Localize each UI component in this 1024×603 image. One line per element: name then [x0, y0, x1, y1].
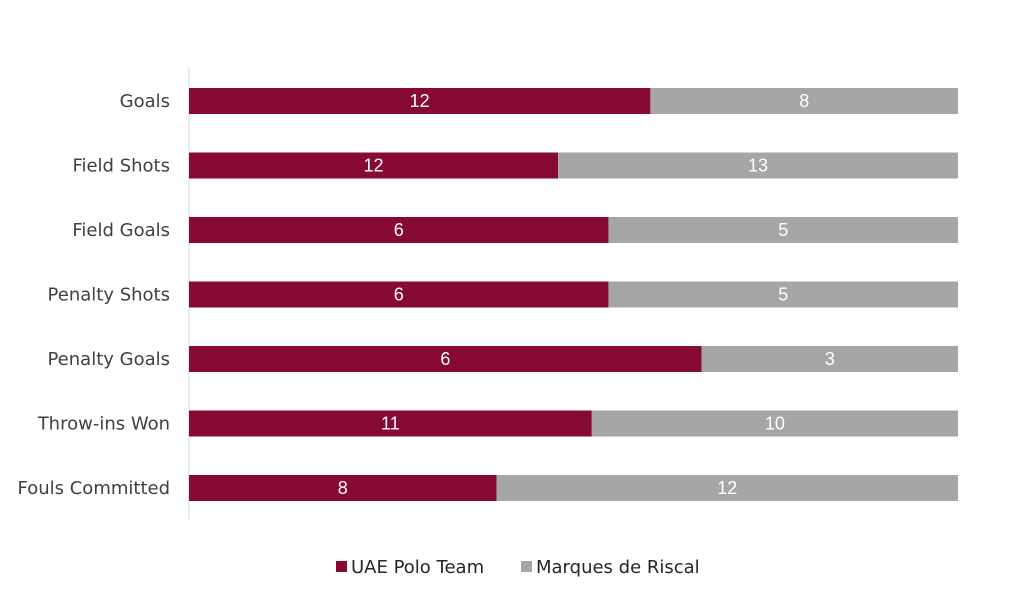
bar-uae-polo-team-goals: [189, 88, 651, 114]
data-label-marques-de-riscal-field-shots: 13: [748, 156, 768, 176]
legend-label-uae-polo-team: UAE Polo Team: [351, 557, 484, 578]
bar-uae-polo-team-field-goals: [189, 217, 609, 243]
data-label-uae-polo-team-field-shots: 12: [364, 156, 384, 176]
legend-swatch-marques-de-riscal: [521, 561, 532, 572]
bar-marques-de-riscal-field-shots: [558, 152, 958, 179]
bar-uae-polo-team-fouls-committed: [189, 475, 497, 501]
data-label-marques-de-riscal-goals: 8: [799, 91, 809, 111]
category-label-goals: Goals: [120, 91, 170, 112]
category-label-field-goals: Field Goals: [72, 220, 170, 241]
data-label-uae-polo-team-penalty-goals: 6: [440, 349, 450, 369]
data-label-uae-polo-team-throw-ins-won: 11: [381, 414, 400, 434]
data-label-marques-de-riscal-field-goals: 5: [778, 220, 788, 240]
category-label-penalty-goals: Penalty Goals: [47, 349, 170, 370]
data-label-uae-polo-team-field-goals: 6: [394, 220, 404, 240]
bar-marques-de-riscal-penalty-goals: [701, 346, 958, 372]
legend-label-marques-de-riscal: Marques de Riscal: [536, 557, 700, 578]
bar-marques-de-riscal-fouls-committed: [496, 475, 958, 501]
legend-swatch-uae-polo-team: [336, 561, 347, 572]
data-label-uae-polo-team-penalty-shots: 6: [394, 285, 404, 305]
bar-uae-polo-team-field-shots: [189, 152, 559, 179]
bar-uae-polo-team-penalty-shots: [189, 281, 609, 308]
category-label-penalty-shots: Penalty Shots: [48, 285, 170, 306]
bar-uae-polo-team-throw-ins-won: [189, 410, 592, 437]
bar-uae-polo-team-penalty-goals: [189, 346, 702, 372]
data-label-marques-de-riscal-fouls-committed: 12: [717, 478, 737, 498]
bar-marques-de-riscal-throw-ins-won: [591, 410, 958, 437]
bar-marques-de-riscal-penalty-shots: [608, 281, 958, 308]
category-label-fouls-committed: Fouls Committed: [18, 478, 171, 499]
bar-marques-de-riscal-field-goals: [608, 217, 958, 243]
category-label-throw-ins-won: Throw-ins Won: [37, 414, 170, 435]
data-label-uae-polo-team-goals: 12: [410, 91, 430, 111]
bar-marques-de-riscal-goals: [650, 88, 958, 114]
category-label-field-shots: Field Shots: [72, 156, 170, 177]
data-label-marques-de-riscal-penalty-shots: 5: [778, 285, 788, 305]
data-label-uae-polo-team-fouls-committed: 8: [338, 478, 348, 498]
data-label-marques-de-riscal-penalty-goals: 3: [825, 349, 835, 369]
data-label-marques-de-riscal-throw-ins-won: 10: [765, 414, 785, 434]
